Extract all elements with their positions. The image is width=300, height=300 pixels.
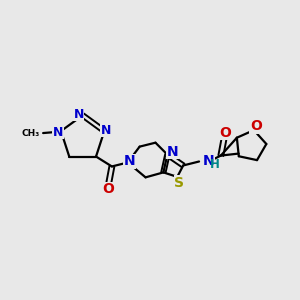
Text: H: H [210,158,220,171]
Text: N: N [167,145,178,159]
Text: O: O [250,119,262,133]
Text: S: S [174,176,184,190]
Text: N: N [124,154,136,169]
Text: CH₃: CH₃ [22,129,40,138]
Text: N: N [203,154,214,167]
Text: N: N [74,108,84,121]
Text: N: N [101,124,112,136]
Text: O: O [219,126,231,140]
Text: N: N [53,126,63,139]
Text: O: O [102,182,114,196]
